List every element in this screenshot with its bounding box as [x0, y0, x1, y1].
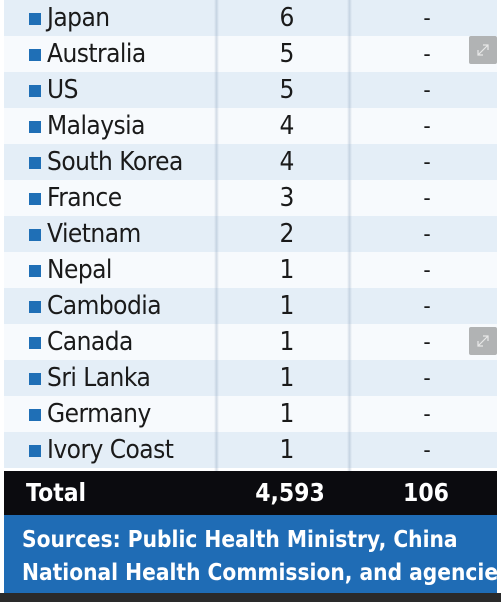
blue-square-icon	[29, 13, 41, 25]
blue-square-icon	[29, 373, 41, 385]
column-divider	[347, 0, 352, 471]
death-count: -	[423, 221, 431, 246]
table-row: Australia 5 -	[4, 36, 497, 72]
death-count: -	[423, 77, 431, 102]
table-row: Nepal 1 -	[4, 252, 497, 288]
sources-footer: Sources: Public Health Ministry, China N…	[4, 515, 501, 593]
table-row: Sri Lanka 1 -	[4, 360, 497, 396]
sources-line-1: Sources: Public Health Ministry, China	[22, 527, 458, 553]
case-count: 1	[279, 399, 295, 429]
death-count: -	[423, 329, 431, 354]
case-count: 1	[279, 435, 295, 465]
case-count: 2	[279, 219, 295, 249]
table-row: Vietnam 2 -	[4, 216, 497, 252]
total-label: Total	[26, 478, 87, 507]
country-name: Cambodia	[47, 291, 162, 321]
country-rows: Japan 6- Australia 5- US 5- Malaysia 4- South Ko…	[4, 0, 497, 468]
case-count: 4	[279, 111, 295, 141]
expand-icon[interactable]	[469, 327, 497, 355]
death-count: -	[423, 185, 431, 210]
country-name: Nepal	[47, 255, 112, 285]
table-row: Cambodia 1 -	[4, 288, 497, 324]
country-name: South Korea	[47, 147, 183, 177]
death-count: -	[423, 293, 431, 318]
case-count: 6	[279, 3, 295, 33]
country-name: Malaysia	[47, 111, 145, 141]
country-name: Vietnam	[47, 219, 141, 249]
case-count: 1	[279, 255, 295, 285]
table-row: Japan 6 -	[4, 0, 497, 36]
blue-square-icon	[29, 337, 41, 349]
death-count: -	[423, 257, 431, 282]
sources-line-2: National Health Commission, and agencies	[22, 560, 501, 586]
country-name: France	[47, 183, 122, 213]
total-row: Total 4,593 106	[4, 471, 497, 515]
country-name: Germany	[47, 399, 151, 429]
table-row: US 5 -	[4, 72, 497, 108]
blue-square-icon	[29, 193, 41, 205]
country-name: Japan	[47, 3, 110, 33]
country-name: Australia	[47, 39, 146, 69]
case-count: 5	[279, 39, 295, 69]
table-row: Canada 1 -	[4, 324, 497, 360]
country-name: Canada	[47, 327, 133, 357]
blue-square-icon	[29, 229, 41, 241]
blue-square-icon	[29, 301, 41, 313]
total-cases: 4,593	[255, 478, 325, 507]
expand-icon[interactable]	[469, 36, 497, 64]
total-deaths: 106	[403, 478, 449, 507]
death-count: -	[423, 41, 431, 66]
case-count: 1	[279, 363, 295, 393]
blue-square-icon	[29, 409, 41, 421]
case-count: 5	[279, 75, 295, 105]
blue-square-icon	[29, 121, 41, 133]
blue-square-icon	[29, 49, 41, 61]
case-count: 1	[279, 291, 295, 321]
blue-square-icon	[29, 265, 41, 277]
death-count: -	[423, 113, 431, 138]
blue-square-icon	[29, 85, 41, 97]
table-row: South Korea 4 -	[4, 144, 497, 180]
death-count: -	[423, 365, 431, 390]
country-name: Ivory Coast	[47, 435, 174, 465]
country-name: Sri Lanka	[47, 363, 151, 393]
table-row: Malaysia 4 -	[4, 108, 497, 144]
case-count: 3	[279, 183, 295, 213]
bottom-bar	[0, 593, 501, 602]
country-name: US	[47, 75, 78, 105]
death-count: -	[423, 437, 431, 462]
case-count: 1	[279, 327, 295, 357]
death-count: -	[423, 401, 431, 426]
death-count: -	[423, 149, 431, 174]
table-row: France 3 -	[4, 180, 497, 216]
column-divider	[214, 0, 219, 471]
death-count: -	[423, 5, 431, 30]
table-row: Germany 1 -	[4, 396, 497, 432]
blue-square-icon	[29, 157, 41, 169]
blue-square-icon	[29, 445, 41, 457]
table-row: Ivory Coast 1 -	[4, 432, 497, 468]
case-count: 4	[279, 147, 295, 177]
